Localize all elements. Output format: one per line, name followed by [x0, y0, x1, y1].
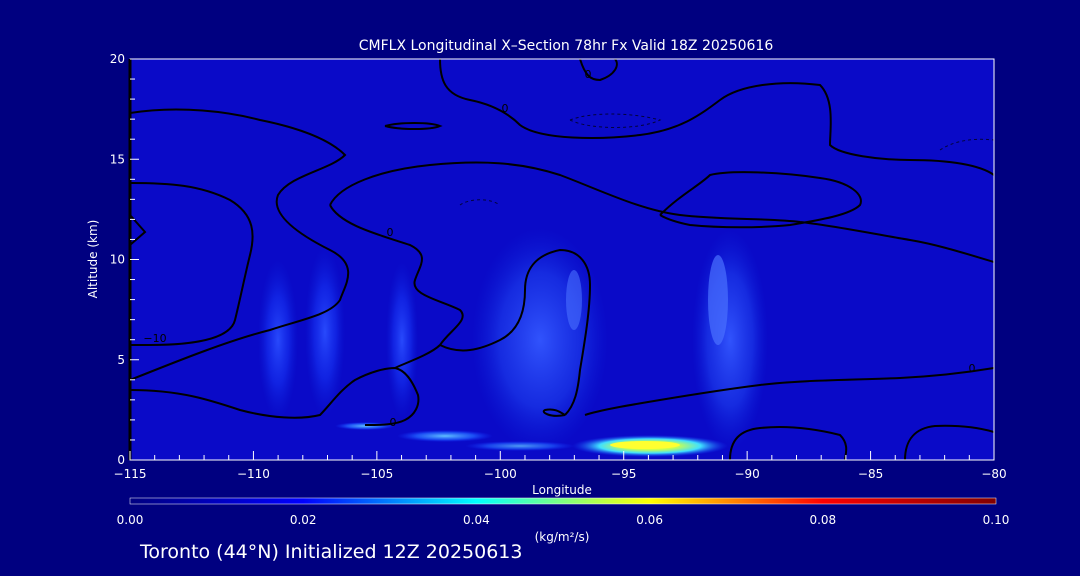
- contour-line: [584, 367, 994, 416]
- x-axis: −115 −110 −105 −100 −95 −90 −85 −80: [114, 451, 1007, 481]
- colorbar-ticks: 0.00 0.02 0.04 0.06 0.08 0.10: [117, 513, 1010, 527]
- contour-line: [659, 171, 862, 229]
- contour-label: 0: [387, 226, 394, 239]
- colorbar-tick-label: 0.06: [636, 513, 663, 527]
- contour-line: [569, 113, 662, 128]
- x-tick-label: −90: [734, 467, 759, 481]
- contour-label: −10: [143, 332, 166, 345]
- footer-caption: Toronto (44°N) Initialized 12Z 20250613: [140, 541, 523, 563]
- contour-label: 0: [585, 68, 592, 81]
- plume-110: [258, 260, 298, 420]
- x-tick-label: −95: [611, 467, 636, 481]
- dashed-contours: [459, 113, 994, 206]
- y-tick-label: 0: [117, 453, 125, 467]
- x-tick-label: −85: [858, 467, 883, 481]
- plume-104: [386, 262, 418, 418]
- contour-line: [542, 408, 566, 417]
- colorbar: [129, 497, 997, 505]
- contour-line: [459, 199, 501, 206]
- contour-line: [439, 59, 994, 176]
- x-tick-label: −105: [360, 467, 393, 481]
- colorbar-tick-label: 0.02: [290, 513, 317, 527]
- contour-line: [130, 366, 420, 426]
- colorbar-tick-label: 0.10: [983, 513, 1010, 527]
- contour-line: [904, 424, 994, 460]
- contour-lines: [130, 59, 994, 460]
- colorbar-unit-label: (kg/m²/s): [535, 530, 590, 544]
- plume-107: [305, 247, 345, 417]
- colorbar-tick-label: 0.08: [809, 513, 836, 527]
- contour-line: [439, 248, 592, 416]
- contour-line: [384, 122, 443, 130]
- contour-line: [130, 108, 350, 381]
- y-axis: 0 5 10 15 20: [110, 52, 139, 467]
- contour-line: [729, 426, 848, 460]
- x-tick-label: −110: [237, 467, 270, 481]
- contour-line: [579, 59, 618, 82]
- y-axis-label: Altitude (km): [86, 220, 100, 299]
- contour-label: 0: [390, 416, 397, 429]
- contour-labels: 0 0 −10 0 0 0: [143, 68, 975, 429]
- chart-title: CMFLX Longitudinal X–Section 78hr Fx Val…: [359, 38, 774, 54]
- contour-line: [329, 204, 464, 369]
- contour-label: 0: [502, 102, 509, 115]
- streak-101: [397, 430, 493, 442]
- contour-line: [329, 161, 994, 263]
- colorbar-tick-label: 0.04: [463, 513, 490, 527]
- plume-91: [692, 230, 768, 450]
- contour-line: [130, 214, 147, 246]
- plume-98: [472, 228, 608, 452]
- x-tick-label: −80: [981, 467, 1006, 481]
- colorbar-tick-label: 0.00: [117, 513, 144, 527]
- y-tick-label: 5: [117, 353, 125, 367]
- y-tick-label: 15: [110, 152, 125, 166]
- shaded-field: [130, 59, 994, 460]
- contour-line: [130, 182, 254, 346]
- x-axis-label: Longitude: [532, 483, 592, 497]
- y-tick-label: 10: [110, 253, 125, 267]
- x-tick-label: −115: [114, 467, 147, 481]
- contour-label: 0: [969, 362, 976, 375]
- x-tick-label: −100: [484, 467, 517, 481]
- y-tick-label: 20: [110, 52, 125, 66]
